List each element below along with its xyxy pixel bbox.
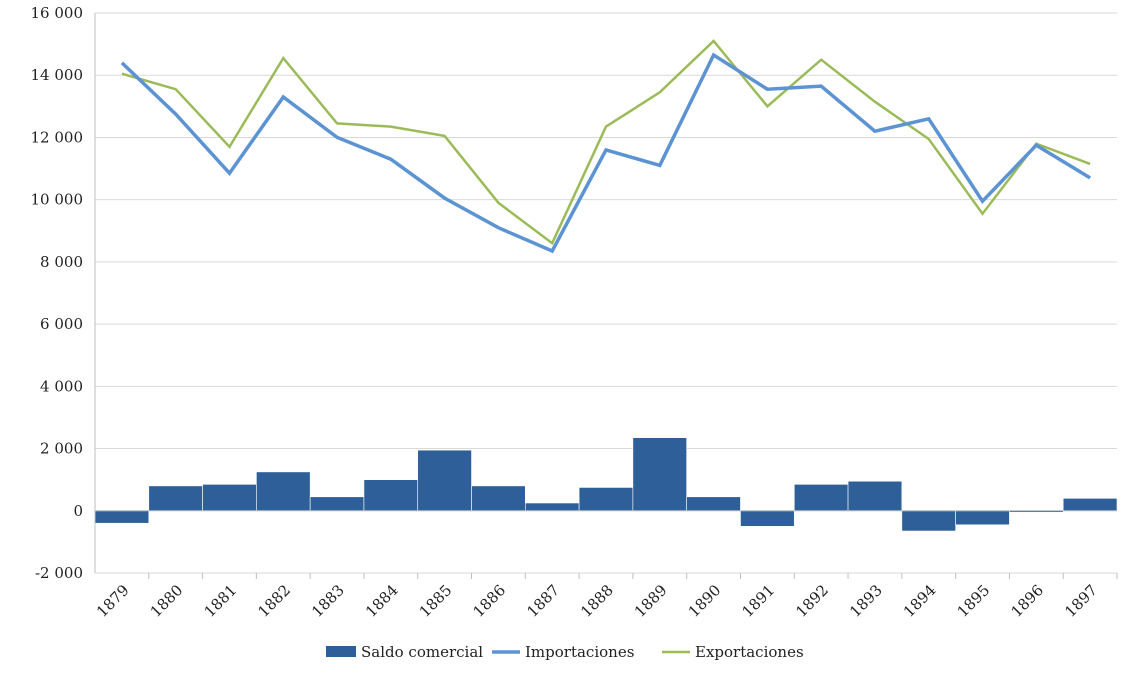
x-tick-label-1892: 1892 [792, 581, 832, 621]
x-tick-label-1888: 1888 [577, 581, 617, 621]
x-tick-label-1881: 1881 [201, 581, 241, 621]
x-tick-label-1886: 1886 [470, 581, 510, 621]
y-tick-label: 16 000 [31, 4, 84, 22]
x-tick-label-1890: 1890 [685, 581, 725, 621]
y-tick-label: 12 000 [31, 128, 84, 146]
y-tick-label: -2 000 [35, 564, 83, 582]
x-tick-label-1887: 1887 [523, 581, 563, 621]
x-tick-label-1893: 1893 [846, 581, 886, 621]
legend-swatch-saldo [326, 646, 356, 657]
line-exportaciones [121, 39, 1091, 246]
legend-label-exportaciones: Exportaciones [695, 643, 804, 661]
x-tick-label-1894: 1894 [900, 581, 940, 621]
x-tick-label-1896: 1896 [1007, 581, 1047, 621]
x-tick-label-1885: 1885 [416, 581, 456, 621]
bar-saldo-1882 [256, 471, 311, 512]
x-tick-label-1882: 1882 [254, 581, 294, 621]
x-tick-label-1895: 1895 [954, 581, 994, 621]
legend-label-saldo-comercial: Saldo comercial [361, 643, 483, 661]
legend-layer: Saldo comercial Importaciones Exportacione… [326, 643, 804, 661]
y-tick-label: 14 000 [31, 66, 84, 84]
bar-saldo-1885 [417, 449, 472, 512]
bar-saldo-1895 [955, 510, 1010, 526]
x-tick-label-1889: 1889 [631, 581, 671, 621]
bar-saldo-1897 [1062, 498, 1118, 512]
x-tick-label-1880: 1880 [147, 581, 187, 621]
bar-saldo-1888 [578, 487, 634, 512]
x-tick-label-1891: 1891 [738, 581, 778, 621]
x-tick-label-1883: 1883 [308, 581, 348, 621]
y-tick-label: 4 000 [40, 377, 83, 395]
line-importaciones [120, 52, 1092, 254]
bar-saldo-1891 [740, 510, 795, 527]
y-tick-label: 10 000 [31, 191, 84, 209]
bar-saldo-1893 [847, 480, 903, 512]
line-layer [120, 39, 1092, 254]
x-tick-label-1879: 1879 [93, 581, 133, 621]
bar-saldo-1886 [471, 485, 526, 512]
bar-saldo-1889 [632, 437, 687, 512]
bar-saldo-1879 [94, 510, 150, 524]
y-tick-label: 0 [73, 502, 83, 520]
bar-saldo-1890 [686, 496, 741, 512]
bar-saldo-1884 [363, 479, 419, 512]
legend-label-importaciones: Importaciones [525, 643, 634, 661]
x-tick-label-1897: 1897 [1061, 581, 1101, 621]
bar-saldo-1880 [148, 485, 203, 512]
bar-layer [94, 437, 1118, 532]
y-tick-label: 6 000 [40, 315, 83, 333]
bar-saldo-1892 [793, 484, 849, 512]
bar-saldo-1894 [901, 510, 956, 532]
bar-saldo-1887 [525, 502, 580, 512]
y-tick-label: 8 000 [40, 253, 83, 271]
bar-saldo-1881 [202, 484, 257, 512]
x-tick-label-1884: 1884 [362, 581, 402, 621]
bar-saldo-1883 [309, 496, 365, 512]
y-tick-label: 2 000 [40, 440, 83, 458]
